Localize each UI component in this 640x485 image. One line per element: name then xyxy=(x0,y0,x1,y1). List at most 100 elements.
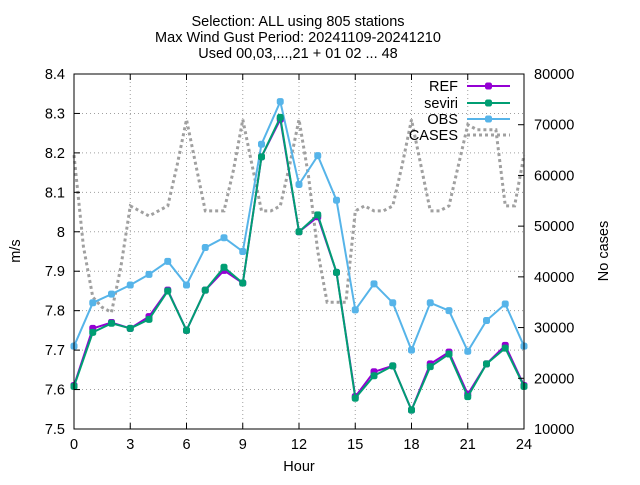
data-point-seviri xyxy=(201,286,209,294)
y2-tick-label: 50000 xyxy=(534,219,574,235)
y2-tick-label: 70000 xyxy=(534,118,574,134)
data-point-seviri xyxy=(426,363,434,371)
legend-item-seviri: seviri xyxy=(424,96,510,112)
legend-label: seviri xyxy=(424,96,458,112)
data-point-seviri xyxy=(295,228,303,236)
data-point-seviri xyxy=(501,344,509,352)
data-point-seviri xyxy=(332,268,340,276)
y2-tick-label: 10000 xyxy=(534,422,574,438)
title-line-1: Selection: ALL using 805 stations xyxy=(191,14,404,30)
data-point-obs xyxy=(183,281,191,289)
data-point-obs xyxy=(426,299,434,307)
x-tick-label: 21 xyxy=(460,437,476,453)
y-tick-label: 8 xyxy=(57,225,65,241)
data-point-seviri xyxy=(314,211,322,219)
axes xyxy=(73,73,525,430)
x-axis-label: Hour xyxy=(283,459,315,475)
data-point-seviri xyxy=(389,362,397,370)
tick-labels: 0 3 6 9 12 15 18 21 24 7.5 7.6 7.7 7.8 7.9 8 8.1 8.2 8.3 8… xyxy=(45,67,575,453)
y-tick-label: 7.5 xyxy=(45,422,65,438)
data-point-obs xyxy=(220,234,228,242)
data-point-seviri xyxy=(239,279,247,287)
y2-tick-label: 40000 xyxy=(534,270,574,286)
data-point-seviri xyxy=(89,328,97,336)
y-tick-label: 8.2 xyxy=(45,146,65,162)
x-tick-label: 9 xyxy=(239,437,247,453)
x-tick-label: 0 xyxy=(70,437,78,453)
title-line-2: Max Wind Gust Period: 20241109-20241210 xyxy=(155,30,441,46)
x-tick-label: 12 xyxy=(291,437,307,453)
data-point-obs xyxy=(239,248,247,256)
x-tick-label: 24 xyxy=(516,437,532,453)
plot-area xyxy=(70,98,528,414)
x-tick-label: 3 xyxy=(126,437,134,453)
y2-tick-label: 30000 xyxy=(534,321,574,337)
legend-label: REF xyxy=(429,79,458,95)
data-point-obs xyxy=(351,306,359,314)
data-point-obs xyxy=(482,317,490,325)
legend-item-cases: CASES xyxy=(409,128,510,144)
data-point-obs xyxy=(108,290,116,298)
legend-marker xyxy=(484,99,492,107)
data-point-obs xyxy=(370,280,378,288)
legend-item-obs: OBS xyxy=(427,112,510,128)
data-point-seviri xyxy=(351,394,359,402)
series-line-cases xyxy=(72,119,526,315)
data-point-seviri xyxy=(145,315,153,323)
data-point-seviri xyxy=(257,153,265,161)
data-point-obs xyxy=(145,270,153,278)
data-point-seviri xyxy=(276,113,284,121)
data-point-seviri xyxy=(126,324,134,332)
series-seviri xyxy=(70,113,528,414)
data-point-seviri xyxy=(183,326,191,334)
data-point-obs xyxy=(257,140,265,148)
legend-marker xyxy=(484,82,492,90)
data-point-obs xyxy=(445,307,453,315)
data-point-obs xyxy=(407,346,415,354)
y-axis-label: m/s xyxy=(8,239,24,262)
chart-title: Selection: ALL using 805 stations Max Wi… xyxy=(155,14,441,62)
data-point-obs xyxy=(276,98,284,106)
y2-tick-label: 80000 xyxy=(534,67,574,83)
data-point-seviri xyxy=(464,393,472,401)
data-point-seviri xyxy=(445,350,453,358)
series-obs xyxy=(70,98,528,355)
data-point-seviri xyxy=(482,360,490,368)
y-tick-label: 7.7 xyxy=(45,343,65,359)
data-point-obs xyxy=(126,281,134,289)
data-point-obs xyxy=(501,300,509,308)
data-point-seviri xyxy=(164,287,172,295)
data-point-seviri xyxy=(108,319,116,327)
x-tick-label: 18 xyxy=(403,437,419,453)
y2-tick-label: 60000 xyxy=(534,168,574,184)
legend-label: OBS xyxy=(427,112,458,128)
data-point-obs xyxy=(332,196,340,204)
y-tick-label: 8.3 xyxy=(45,106,65,122)
data-point-obs xyxy=(164,257,172,265)
data-point-obs xyxy=(295,180,303,188)
data-point-obs xyxy=(389,299,397,307)
data-point-obs xyxy=(89,299,97,307)
y-tick-label: 8.1 xyxy=(45,185,65,201)
data-point-seviri xyxy=(370,372,378,380)
y2-axis-label: No cases xyxy=(596,221,612,281)
y-tick-label: 7.9 xyxy=(45,264,65,280)
series-cases xyxy=(72,119,526,315)
legend-item-ref: REF xyxy=(429,79,510,95)
title-line-3: Used 00,03,...,21 + 01 02 ... 48 xyxy=(198,46,398,62)
data-point-obs xyxy=(201,244,209,252)
x-tick-label: 15 xyxy=(347,437,363,453)
legend-marker xyxy=(484,115,492,123)
data-point-obs xyxy=(464,347,472,355)
legend-label: CASES xyxy=(409,128,458,144)
data-point-seviri xyxy=(407,406,415,414)
x-tick-label: 6 xyxy=(182,437,190,453)
series-ref xyxy=(70,115,528,414)
y2-tick-label: 20000 xyxy=(534,371,574,387)
y-tick-label: 7.8 xyxy=(45,304,65,320)
y-tick-label: 7.6 xyxy=(45,383,65,399)
data-point-seviri xyxy=(220,263,228,271)
y-tick-label: 8.4 xyxy=(45,67,65,83)
